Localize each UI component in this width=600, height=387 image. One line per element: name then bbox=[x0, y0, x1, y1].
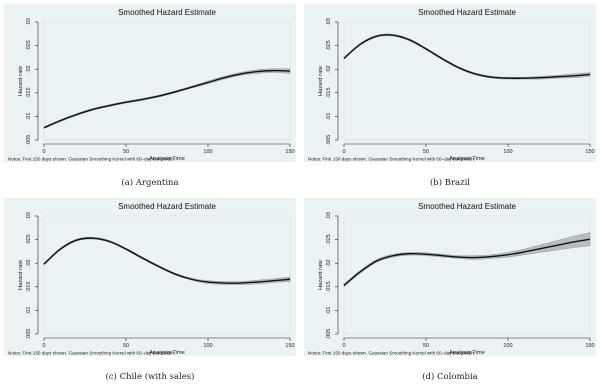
panel-chile: Smoothed Hazard Estimate .005 .01 .015 .02 .0… bbox=[0, 194, 300, 387]
y-tick-label: .01 bbox=[26, 307, 32, 315]
x-axis-label: Analysis Time bbox=[149, 156, 185, 162]
chart-title: Smoothed Hazard Estimate bbox=[118, 202, 216, 211]
y-tick-label: .03 bbox=[326, 18, 332, 26]
hazard-chart-colombia: Smoothed Hazard Estimate .005 .01 .015 .02 .0… bbox=[304, 198, 596, 356]
confidence-band bbox=[43, 236, 291, 285]
y-tick-label: .02 bbox=[26, 259, 32, 267]
confidence-band bbox=[43, 68, 291, 129]
y-tick-label: .015 bbox=[326, 281, 332, 292]
y-tick-label: .025 bbox=[326, 40, 332, 51]
y-tick-label: .03 bbox=[326, 212, 332, 220]
x-axis-label: Analysis Time bbox=[449, 156, 485, 162]
panel-brazil: Smoothed Hazard Estimate .005 .01 .015 .02 .0… bbox=[300, 0, 600, 193]
chart-title: Smoothed Hazard Estimate bbox=[418, 8, 516, 17]
caption-chile: (c) Chile (with sales) bbox=[105, 372, 195, 382]
panel-colombia: Smoothed Hazard Estimate .005 .01 .015 .02 .0… bbox=[300, 194, 600, 387]
y-axis-label: Hazard rate bbox=[18, 66, 24, 96]
plot-area bbox=[343, 215, 591, 335]
y-axis-label: Hazard rate bbox=[18, 260, 24, 290]
y-tick-label: .02 bbox=[326, 65, 332, 73]
x-tick-label: 0 bbox=[42, 343, 45, 349]
chart-title: Smoothed Hazard Estimate bbox=[118, 8, 216, 17]
y-tick-label: .025 bbox=[26, 234, 32, 245]
y-tick-label: .015 bbox=[326, 87, 332, 98]
x-tick-label: 100 bbox=[203, 343, 212, 349]
caption-brazil: (b) Brazil bbox=[429, 178, 471, 188]
y-axis-label: Hazard rate bbox=[318, 66, 324, 96]
y-tick-label: .015 bbox=[26, 87, 32, 98]
x-tick-label: 50 bbox=[123, 343, 129, 349]
hazard-chart-brazil: Smoothed Hazard Estimate .005 .01 .015 .02 .0… bbox=[304, 4, 596, 162]
x-tick-label: 50 bbox=[423, 343, 429, 349]
x-tick-label: 150 bbox=[585, 343, 594, 349]
y-axis-label: Hazard rate bbox=[318, 260, 324, 290]
y-tick-label: .02 bbox=[26, 65, 32, 73]
hazard-chart-argentina: Smoothed Hazard Estimate .005 .01 .015 .02 .0… bbox=[4, 4, 296, 162]
y-tick-label: .005 bbox=[326, 329, 332, 340]
x-tick-label: 150 bbox=[585, 149, 594, 155]
plot-area bbox=[43, 21, 291, 141]
y-tick-label: .01 bbox=[26, 113, 32, 121]
chart-note: Notes: First 150 days shown. Gaussian Sm… bbox=[8, 157, 175, 162]
x-tick-label: 0 bbox=[342, 343, 345, 349]
y-tick-label: .02 bbox=[326, 259, 332, 267]
x-axis-label: Analysis Time bbox=[449, 350, 485, 356]
chart-note: Notes: First 150 days shown. Gaussian Sm… bbox=[308, 351, 475, 356]
hazard-line bbox=[43, 69, 291, 129]
y-tick-label: .025 bbox=[26, 40, 32, 51]
plot-area bbox=[43, 215, 291, 335]
x-tick-label: 0 bbox=[342, 149, 345, 155]
y-tick-label: .01 bbox=[326, 113, 332, 121]
x-tick-label: 150 bbox=[285, 149, 294, 155]
hazard-chart-chile: Smoothed Hazard Estimate .005 .01 .015 .02 .0… bbox=[4, 198, 296, 356]
x-tick-label: 50 bbox=[423, 149, 429, 155]
x-tick-label: 100 bbox=[503, 149, 512, 155]
y-tick-label: .005 bbox=[26, 135, 32, 146]
hazard-line bbox=[343, 238, 591, 286]
plot-area bbox=[343, 21, 591, 141]
x-tick-label: 50 bbox=[123, 149, 129, 155]
chart-note: Notes: First 150 days shown. Gaussian Sm… bbox=[8, 351, 175, 356]
panel-argentina: Smoothed Hazard Estimate .005 .01 .015 .02 .0… bbox=[0, 0, 300, 193]
caption-colombia: (d) Colombia bbox=[422, 372, 478, 382]
y-tick-label: .015 bbox=[26, 281, 32, 292]
chart-title: Smoothed Hazard Estimate bbox=[418, 202, 516, 211]
caption-argentina: (a) Argentina bbox=[121, 178, 179, 188]
x-tick-label: 0 bbox=[42, 149, 45, 155]
x-tick-label: 100 bbox=[203, 149, 212, 155]
y-tick-label: .025 bbox=[326, 234, 332, 245]
y-tick-label: .005 bbox=[326, 135, 332, 146]
hazard-line bbox=[43, 237, 291, 284]
y-tick-label: .005 bbox=[26, 329, 32, 340]
confidence-band bbox=[343, 33, 591, 80]
hazard-line bbox=[343, 34, 591, 79]
y-tick-label: .01 bbox=[326, 307, 332, 315]
x-axis-label: Analysis Time bbox=[149, 350, 185, 356]
confidence-band bbox=[343, 232, 591, 288]
y-tick-label: .03 bbox=[26, 18, 32, 26]
y-tick-label: .03 bbox=[26, 212, 32, 220]
x-tick-label: 100 bbox=[503, 343, 512, 349]
chart-note: Notes: First 150 days shown. Gaussian Sm… bbox=[308, 157, 475, 162]
x-tick-label: 150 bbox=[285, 343, 294, 349]
